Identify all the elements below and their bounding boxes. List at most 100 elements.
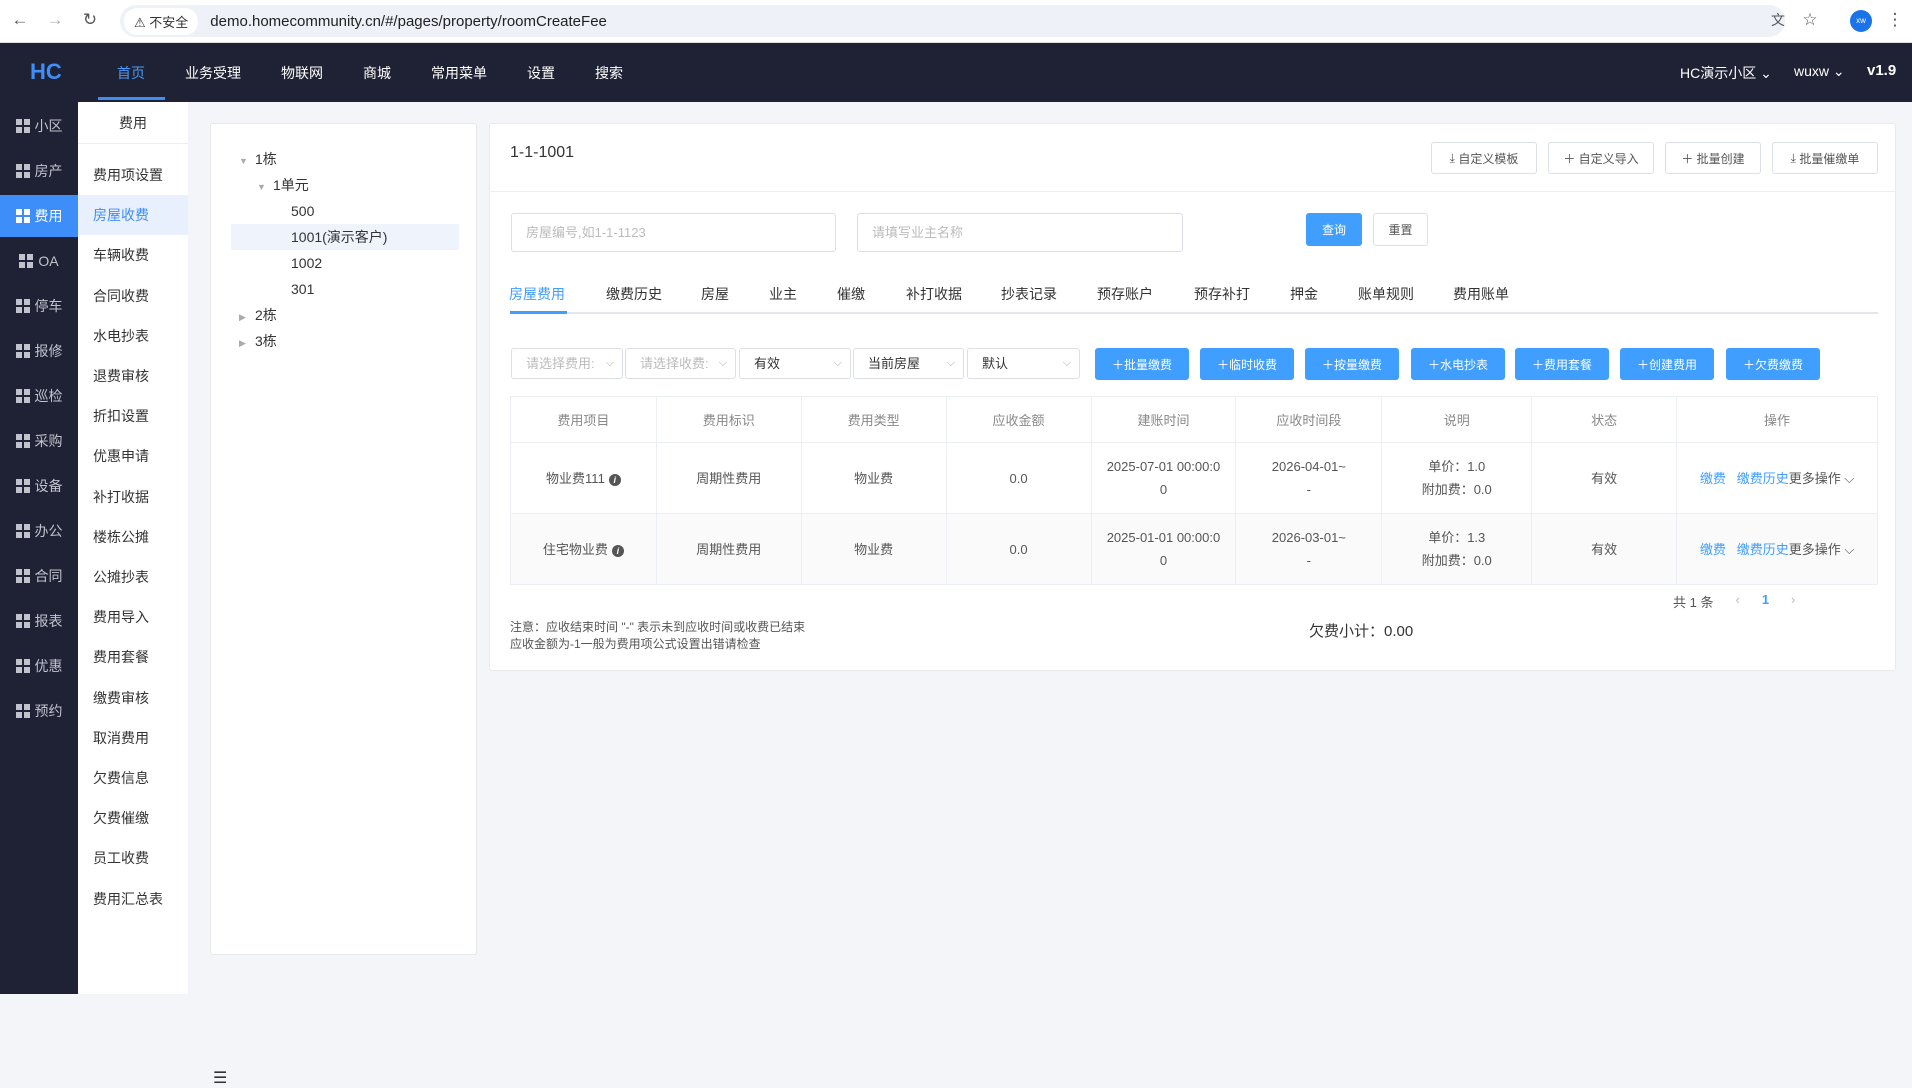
pay-link[interactable]: 缴费 — [1699, 541, 1726, 557]
back-icon[interactable]: ← — [11, 10, 29, 29]
more-actions-dropdown[interactable]: 更多操作 ⌵ — [1789, 542, 1854, 557]
nav-settings[interactable]: 设置 — [527, 65, 555, 81]
module-item[interactable]: 合同 — [0, 555, 78, 597]
prev-page-icon[interactable]: ‹ — [1735, 592, 1740, 607]
filter-select[interactable]: 当前房屋 ⌵ — [853, 348, 964, 379]
tab[interactable]: 费用账单 — [1453, 286, 1509, 302]
batch-create-button[interactable]: ＋ 批量创建 — [1665, 142, 1761, 174]
tab[interactable]: 催缴 — [837, 286, 865, 302]
reset-button[interactable]: 重置 — [1373, 213, 1428, 246]
nav-home[interactable]: 首页 — [117, 65, 145, 81]
submenu-item[interactable]: 费用套餐 — [93, 649, 149, 666]
tree-node-room-500[interactable]: 500 — [291, 203, 315, 219]
custom-import-button[interactable]: ＋ 自定义导入 — [1548, 142, 1654, 174]
tree-node-room-301[interactable]: 301 — [291, 281, 315, 297]
filter-select[interactable]: 请选择收费: ⌵ — [625, 348, 736, 379]
submenu-item[interactable]: 欠费催缴 — [93, 810, 149, 827]
module-item[interactable]: 预约 — [0, 690, 78, 732]
submenu-item[interactable]: 费用导入 — [93, 609, 149, 626]
submenu-item[interactable]: 楼栋公摊 — [93, 528, 149, 545]
submenu-item[interactable]: 欠费信息 — [93, 770, 149, 786]
action-button[interactable]: ＋ 按量缴费 — [1305, 348, 1399, 380]
nav-iot[interactable]: 物联网 — [281, 65, 323, 81]
room-number-input[interactable]: 房屋编号,如1-1-1123 — [511, 213, 836, 252]
module-item[interactable]: 设备 — [0, 465, 78, 507]
filter-select[interactable]: 请选择费用: ⌵ — [511, 348, 623, 379]
tab[interactable]: 房屋 — [701, 286, 729, 302]
submenu-item[interactable]: 费用项设置 — [93, 167, 163, 183]
nav-business[interactable]: 业务受理 — [185, 65, 241, 81]
module-item[interactable]: 巡检 — [0, 375, 78, 417]
filter-select[interactable]: 默认 ⌵ — [967, 348, 1080, 379]
module-item[interactable]: 停车 — [0, 285, 78, 327]
reload-icon[interactable]: ↻ — [82, 10, 98, 29]
module-item[interactable]: 采购 — [0, 420, 78, 462]
tab[interactable]: 抄表记录 — [1001, 286, 1057, 302]
history-link[interactable]: 缴费历史 — [1736, 541, 1789, 557]
custom-template-button[interactable]: ⤓ 自定义模板 — [1431, 142, 1537, 174]
more-actions-dropdown[interactable]: 更多操作 ⌵ — [1789, 471, 1854, 486]
profile-avatar[interactable]: xw — [1850, 10, 1872, 32]
module-item[interactable]: 报修 — [0, 330, 78, 372]
submenu-item[interactable]: 合同收费 — [93, 287, 149, 304]
submenu-item[interactable]: 补打收据 — [93, 488, 149, 505]
action-button[interactable]: ＋ 创建费用 — [1620, 348, 1714, 380]
submenu-item[interactable]: 员工收费 — [93, 850, 149, 867]
owner-name-input[interactable]: 请填写业主名称 — [857, 213, 1183, 252]
action-button[interactable]: ＋ 批量缴费 — [1095, 348, 1189, 380]
tree-node-building-3[interactable]: ▶ 3栋 — [239, 328, 277, 354]
star-icon[interactable]: ☆ — [1802, 10, 1818, 29]
tree-node-building-1[interactable]: ▼ 1栋 — [239, 146, 277, 172]
tree-node-room-1001[interactable]: 1001(演示客户) — [231, 224, 459, 250]
action-button[interactable]: ＋ 欠费缴费 — [1726, 348, 1820, 380]
info-icon[interactable]: i — [608, 473, 621, 486]
submenu-item[interactable]: 折扣设置 — [93, 408, 149, 425]
action-button[interactable]: ＋ 水电抄表 — [1411, 348, 1505, 380]
tab[interactable]: 房屋费用 — [509, 286, 565, 302]
submenu-item[interactable]: 公摊抄表 — [93, 569, 149, 585]
submenu-item[interactable]: 房屋收费 — [78, 195, 188, 236]
info-icon[interactable]: i — [611, 544, 624, 557]
collapse-menu-icon[interactable]: ☰ — [213, 1070, 228, 1087]
action-button[interactable]: ＋ 临时收费 — [1200, 348, 1294, 380]
submenu-item[interactable]: 缴费审核 — [93, 689, 149, 706]
nav-common-menu[interactable]: 常用菜单 — [431, 65, 487, 81]
community-dropdown[interactable]: HC演示小区 ⌄ — [1680, 63, 1772, 83]
tree-node-building-2[interactable]: ▶ 2栋 — [239, 302, 277, 328]
forward-icon[interactable]: → — [46, 10, 64, 29]
action-button[interactable]: ＋ 费用套餐 — [1515, 348, 1609, 380]
submenu-item[interactable]: 车辆收费 — [93, 247, 149, 264]
module-item[interactable]: 报表 — [0, 600, 78, 642]
nav-search[interactable]: 搜索 — [595, 65, 623, 81]
tab[interactable]: 账单规则 — [1358, 286, 1414, 302]
page-1[interactable]: 1 — [1761, 592, 1770, 607]
tab[interactable]: 押金 — [1290, 286, 1318, 302]
tab[interactable]: 业主 — [769, 286, 797, 302]
security-warning[interactable]: ⚠ 不安全 — [124, 7, 199, 35]
query-button[interactable]: 查询 — [1306, 213, 1362, 246]
tab[interactable]: 缴费历史 — [606, 286, 662, 302]
nav-mall[interactable]: 商城 — [363, 65, 391, 81]
submenu-item[interactable]: 取消费用 — [93, 729, 149, 746]
submenu-item[interactable]: 水电抄表 — [93, 327, 149, 344]
menu-icon[interactable]: ⋮ — [1886, 10, 1904, 29]
module-item[interactable]: 房产 — [0, 150, 78, 192]
submenu-item[interactable]: 费用汇总表 — [93, 890, 163, 907]
submenu-item[interactable]: 退费审核 — [93, 368, 149, 384]
batch-reminder-button[interactable]: ⤓ 批量催缴单 — [1772, 142, 1878, 174]
tab[interactable]: 补打收据 — [906, 286, 962, 302]
tree-node-unit-1[interactable]: ▼ 1单元 — [257, 172, 309, 198]
tree-node-room-1002[interactable]: 1002 — [291, 255, 323, 271]
module-item[interactable]: 费用 — [0, 195, 78, 237]
filter-select[interactable]: 有效 ⌵ — [739, 348, 851, 379]
tab[interactable]: 预存补打 — [1194, 286, 1250, 302]
address-bar[interactable]: ⚠ 不安全 demo.homecommunity.cn/#/pages/prop… — [120, 5, 1785, 37]
submenu-item[interactable]: 优惠申请 — [93, 448, 149, 465]
translate-icon[interactable]: 文 — [1771, 12, 1785, 28]
module-item[interactable]: OA — [0, 240, 78, 282]
module-item[interactable]: 优惠 — [0, 645, 78, 687]
pay-link[interactable]: 缴费 — [1699, 470, 1726, 486]
module-item[interactable]: 办公 — [0, 510, 78, 552]
tab[interactable]: 预存账户 — [1097, 286, 1153, 302]
history-link[interactable]: 缴费历史 — [1736, 470, 1789, 486]
